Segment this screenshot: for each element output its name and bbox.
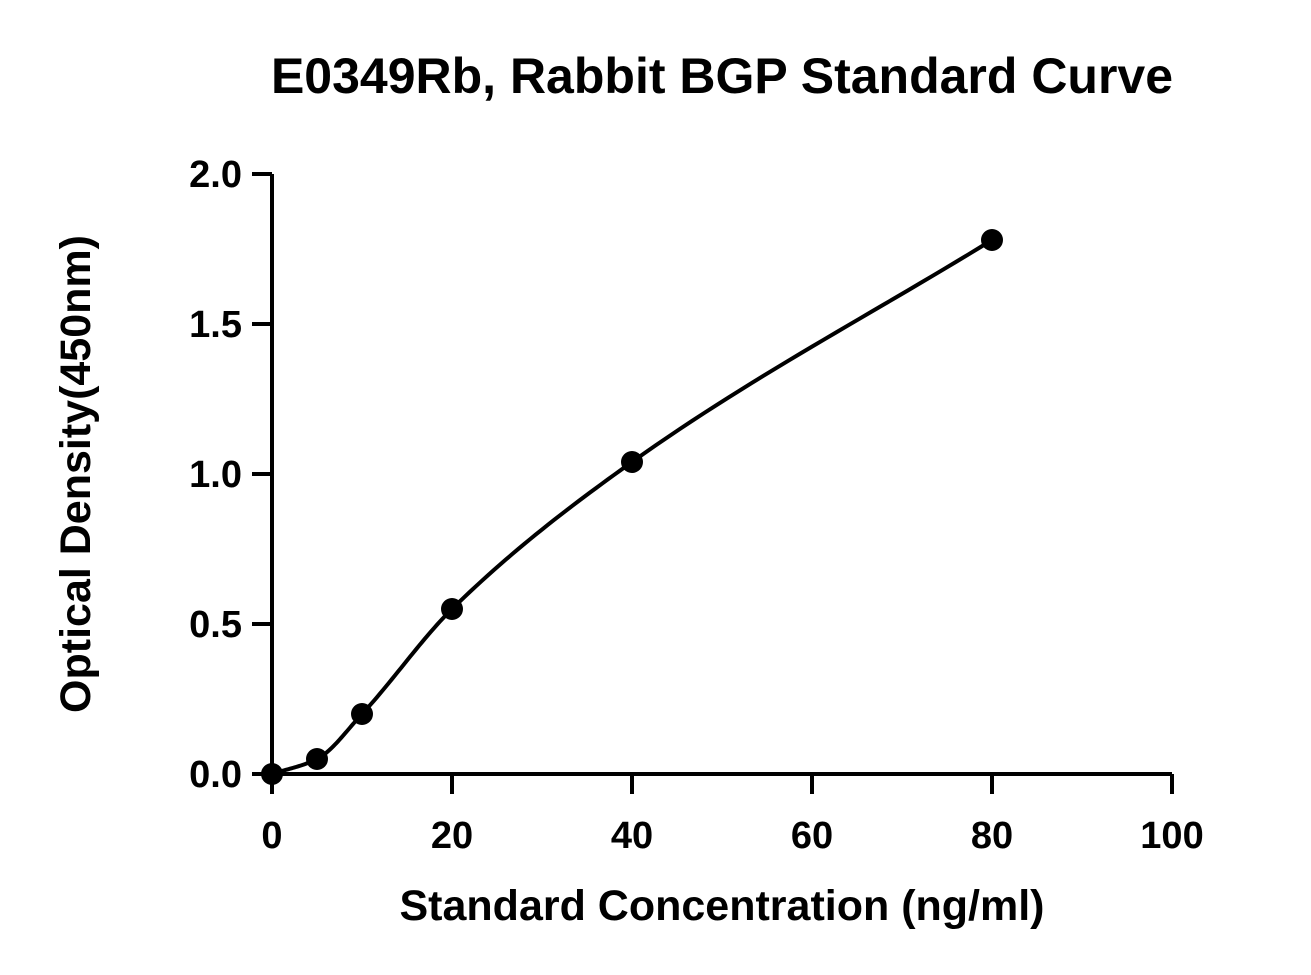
x-tick-label: 40 [611,815,653,857]
x-tick-label: 100 [1140,815,1203,857]
x-axis-ticks: 0 20 40 60 80 100 [261,774,1204,857]
data-point [261,763,283,785]
x-tick-label: 60 [791,815,833,857]
x-tick-label: 20 [431,815,473,857]
fit-curve [271,238,994,776]
y-tick-label: 0.0 [189,754,242,796]
data-point [621,451,643,473]
data-point [306,748,328,770]
y-tick-label: 1.5 [189,304,242,346]
data-point [981,229,1003,251]
data-point [351,703,373,725]
x-tick-label: 0 [261,815,282,857]
y-axis-ticks: 0.0 0.5 1.0 1.5 2.0 [189,154,272,796]
chart-title: E0349Rb, Rabbit BGP Standard Curve [271,48,1173,104]
y-tick-label: 1.0 [189,454,242,496]
axes [270,174,1172,776]
data-points [261,229,1003,785]
x-tick-label: 80 [971,815,1013,857]
data-point [441,598,463,620]
y-tick-label: 2.0 [189,154,242,196]
y-axis-label: Optical Density(450nm) [52,235,100,713]
x-axis-label: Standard Concentration (ng/ml) [400,882,1045,930]
y-tick-label: 0.5 [189,604,242,646]
